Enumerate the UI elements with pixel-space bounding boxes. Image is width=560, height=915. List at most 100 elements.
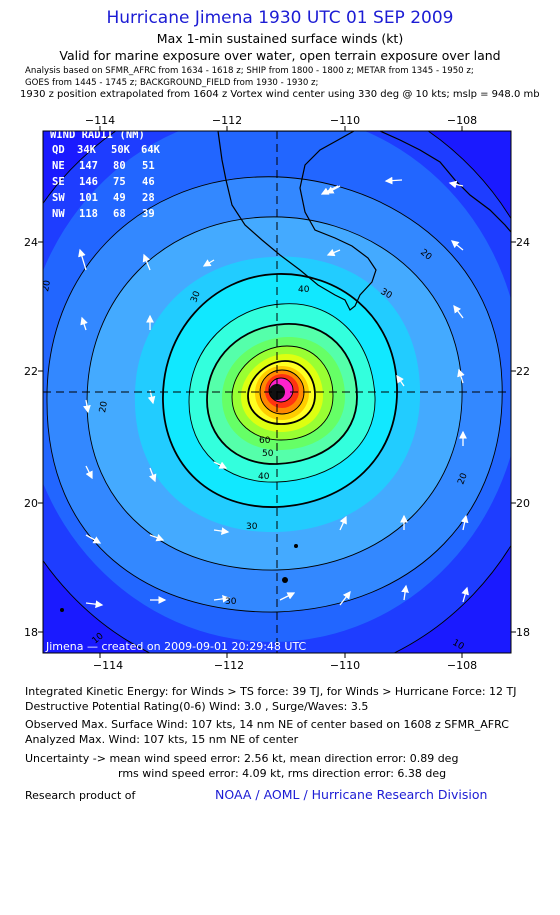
uncertainty-line1: Uncertainty -> mean wind speed error: 2.… (25, 752, 459, 765)
wind-arrow (213, 461, 228, 469)
wind-arrow (325, 185, 341, 194)
wind-arrow (453, 304, 464, 319)
radii-cell: NW (52, 208, 65, 220)
x-tick-label: −110 (330, 114, 360, 127)
wind-arrow (149, 467, 157, 483)
wind-arrow (85, 600, 104, 609)
wind-vectors (78, 176, 469, 609)
x-tick-label: −108 (447, 659, 477, 672)
wind-arrow (279, 592, 296, 601)
research-label: Research product of (25, 789, 136, 802)
radii-cell: 64K (141, 144, 161, 156)
contour-line (231, 345, 334, 441)
radii-cell: 101 (79, 192, 98, 204)
wind-arrow (396, 374, 405, 387)
radii-cell: 146 (79, 176, 98, 188)
y-tick-labels: 24 22 20 18 24 22 20 18 (24, 236, 530, 639)
wind-arrow (83, 399, 91, 414)
x-tick-labels: −114 −112 −110 −108 −114 −112 −110 −108 (85, 114, 477, 672)
wind-arrow (401, 584, 409, 601)
contour-label: 30 (246, 522, 258, 532)
y-tick-label: 18 (24, 626, 38, 639)
wind-arrow (326, 248, 341, 257)
x-tick-label: −114 (85, 114, 115, 127)
wind-arrow (85, 534, 102, 544)
validity-note: Valid for marine exposure over water, op… (59, 48, 501, 63)
wind-arrow (80, 316, 88, 331)
map-credit: Jimena — created on 2009-09-01 20:29:48 … (45, 640, 307, 653)
contour-label: 20 (456, 472, 469, 486)
baja-peninsula (217, 131, 377, 311)
dpr-line: Destructive Potential Rating(0-6) Wind: … (25, 700, 369, 713)
x-tick-label: −112 (214, 659, 244, 672)
wind-arrow (461, 586, 469, 603)
analyzed-max-wind: Analyzed Max. Wind: 107 kts, 15 nm NE of… (25, 733, 299, 746)
wind-arrow (202, 259, 215, 267)
wind-arrow (457, 368, 465, 384)
radii-cell: 34K (77, 144, 97, 156)
contour-label: 50 (262, 449, 274, 459)
wind-radii-row: QD 34K 50K 64K (52, 144, 161, 156)
wind-arrow (213, 527, 230, 535)
uncertainty-line2: rms wind speed error: 4.09 kt, rms direc… (118, 767, 447, 780)
wind-arrow (78, 248, 87, 271)
contour-labels: 20 20 20 20 30 30 30 30 40 40 50 60 10 1… (41, 248, 470, 653)
y-tick-label: 24 (516, 236, 530, 249)
radii-cell: 68 (113, 208, 126, 220)
y-tick-label: 22 (24, 365, 38, 378)
y-tick-label: 18 (516, 626, 530, 639)
contour-line (268, 377, 294, 403)
wind-radii-row: SW 101 49 28 (52, 192, 155, 204)
radii-cell: SE (52, 176, 65, 188)
wind-arrow (149, 534, 165, 542)
hrd-link[interactable]: NOAA / AOML / Hurricane Research Divisio… (215, 787, 488, 802)
analysis-sources-line1: Analysis based on SFMR_AFRC from 1634 - … (25, 66, 474, 76)
island (60, 608, 64, 612)
contour-label: 20 (98, 400, 110, 413)
wind-arrow (339, 515, 347, 531)
radii-cell: NE (52, 160, 65, 172)
contour-line (86, 216, 463, 571)
contour-line (46, 176, 503, 613)
coastline (60, 131, 511, 612)
wind-arrow (85, 465, 93, 480)
radii-cell: 147 (79, 160, 98, 172)
wind-field: 20 20 20 20 30 30 30 30 40 40 50 60 10 1… (41, 131, 511, 653)
page-title: Hurricane Jimena 1930 UTC 01 SEP 2009 (106, 8, 454, 28)
wind-radii-row: SE 146 75 46 (52, 176, 155, 188)
wind-arrow (460, 514, 469, 531)
radii-cell: 49 (113, 192, 126, 204)
x-tick-label: −114 (93, 659, 123, 672)
subtitle: Max 1-min sustained surface winds (kt) (156, 31, 404, 46)
radii-cell: 50K (111, 144, 131, 156)
contour-label: 40 (298, 285, 310, 295)
axis-ticks (38, 126, 516, 658)
radii-cell: 75 (113, 176, 126, 188)
wind-radii-table: WIND RADII (NM) QD 34K 50K 64K NE 147 80… (50, 131, 161, 220)
wind-radii-row: NE 147 80 51 (52, 160, 155, 172)
center-crosshair (43, 131, 511, 653)
contour-label: 30 (225, 597, 237, 607)
contour-line-34kt (162, 273, 398, 508)
y-tick-label: 20 (516, 497, 530, 510)
radii-cell: SW (52, 192, 65, 204)
radii-cell: 28 (142, 192, 155, 204)
contour-label: 40 (258, 472, 270, 482)
x-tick-label: −110 (330, 659, 360, 672)
wind-arrow (384, 176, 403, 185)
wind-arrow (142, 253, 151, 271)
wind-radii-row: NW 118 68 39 (52, 208, 155, 220)
radii-cell: 80 (113, 160, 126, 172)
radii-cell: 46 (142, 176, 155, 188)
radii-cell: 118 (79, 208, 98, 220)
contour-label: 20 (41, 279, 53, 292)
x-tick-label: −112 (212, 114, 242, 127)
contour-line-64kt (247, 360, 316, 425)
island (282, 577, 288, 583)
mainland-coast (379, 131, 511, 233)
radii-cell: 51 (142, 160, 155, 172)
contour-label: 30 (189, 290, 202, 304)
ike-line: Integrated Kinetic Energy: for Winds > T… (25, 685, 517, 698)
radii-cell: QD (52, 144, 65, 156)
